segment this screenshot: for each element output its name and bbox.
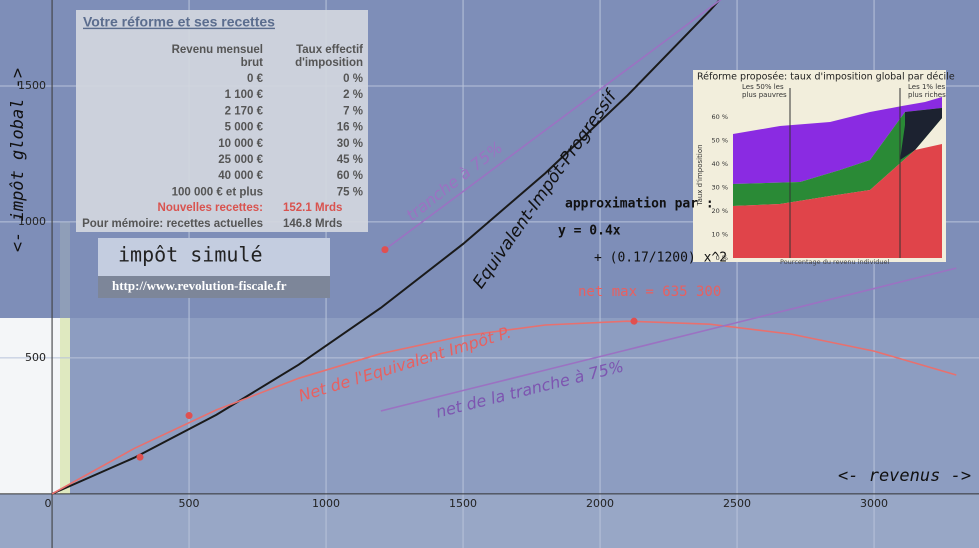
- banner-url: http://www.revolution-fiscale.fr: [112, 278, 287, 293]
- table-cell: 16 %: [337, 122, 363, 134]
- table-cell: 100 000 € et plus: [172, 186, 263, 198]
- reform-table: Votre réforme et ses recettes Revenu men…: [76, 10, 368, 232]
- table-cell: 1 100 €: [225, 89, 264, 101]
- table-cell: 60 %: [337, 170, 363, 182]
- point: [381, 246, 389, 254]
- table-cell: 10 000 €: [218, 138, 263, 150]
- inset-tick: 60 %: [711, 113, 728, 121]
- inset-tick: 0 %: [716, 254, 728, 262]
- y-axis-label: <- impôt global ->: [8, 68, 28, 252]
- url-bg: [98, 276, 330, 298]
- inset-x-label: Pourcentage du revenu individuel: [780, 258, 889, 266]
- table-cell: 0 €: [247, 73, 264, 85]
- x-tick-label: 500: [179, 497, 200, 510]
- table-cell: 45 %: [337, 154, 363, 166]
- table-total: Nouvelles recettes:: [158, 202, 263, 214]
- curve: [51, 320, 957, 495]
- inset-note: Les 50% les: [742, 83, 784, 91]
- inset-note: plus pauvres: [742, 91, 787, 99]
- approximation: approximation par : y = 0.4x + (0.17/120…: [558, 197, 727, 266]
- point: [630, 317, 638, 325]
- table-cell: 30 %: [337, 138, 363, 150]
- y-tick-label: 1500: [18, 79, 46, 92]
- inset-y-label: Taux d'imposition: [696, 144, 704, 206]
- table-bg: [76, 10, 368, 232]
- inset-chart: Réforme proposée: taux d'imposition glob…: [693, 70, 955, 266]
- table-total: 146.8 Mrds: [283, 218, 342, 230]
- inset-black-area: [900, 108, 942, 160]
- annotation: + (0.17/1200) x^2: [594, 251, 727, 266]
- point: [185, 412, 193, 420]
- inset-tick: 50 %: [711, 137, 728, 145]
- inset-tick: 10 %: [711, 231, 728, 239]
- curve: [380, 267, 957, 412]
- inset-note: Les 1% les: [908, 83, 946, 91]
- table-cell: 75 %: [337, 186, 363, 198]
- inset-tick: 20 %: [711, 207, 728, 215]
- table-cell: 2 170 €: [225, 105, 264, 117]
- inset-bottom-area: [733, 144, 942, 258]
- x-tick-label: 3000: [860, 497, 888, 510]
- inset-note: plus riches: [908, 91, 946, 99]
- table-cell: 5 000 €: [225, 122, 264, 134]
- curve: [380, 0, 722, 254]
- x-axis-label: <- revenus ->: [838, 466, 971, 486]
- x-tick-label: 1500: [449, 497, 477, 510]
- table-cell: 2 %: [343, 89, 363, 101]
- table-cell: 0 %: [343, 73, 363, 85]
- table-header: d'imposition: [295, 57, 363, 69]
- inset-tick: 30 %: [711, 184, 728, 192]
- banner-title: impôt simulé: [118, 243, 263, 267]
- table-title: Votre réforme et ses recettes: [83, 14, 275, 30]
- table-cell: 40 000 €: [218, 170, 263, 182]
- x-tick-label: 1000: [312, 497, 340, 510]
- x-tick-label: 0: [45, 497, 52, 510]
- y-tick-label: 500: [25, 351, 46, 364]
- table-header: brut: [241, 57, 264, 69]
- table-total: Pour mémoire: recettes actuelles: [82, 218, 263, 230]
- annotation: approximation par :: [565, 197, 714, 212]
- table-header: Taux effectif: [296, 44, 363, 56]
- x-tick-label: 2500: [723, 497, 751, 510]
- point: [136, 453, 144, 461]
- banner: impôt simulé http://www.revolution-fisca…: [98, 238, 330, 298]
- x-tick-label: 2000: [586, 497, 614, 510]
- inset-tick: 40 %: [711, 160, 728, 168]
- table-cell: 7 %: [343, 105, 363, 117]
- inset-title: Réforme proposée: taux d'imposition glob…: [697, 72, 955, 83]
- table-cell: 25 000 €: [218, 154, 263, 166]
- annotation: y = 0.4x: [558, 224, 621, 239]
- annotation: net max = 635 300: [578, 284, 721, 300]
- table-header: Revenu mensuel: [172, 44, 263, 56]
- curve: [51, 0, 721, 495]
- y-tick-label: 1000: [18, 215, 46, 228]
- bottom-band: [0, 494, 979, 548]
- inset-top-area: [733, 97, 942, 184]
- table-total: 152.1 Mrds: [283, 202, 342, 214]
